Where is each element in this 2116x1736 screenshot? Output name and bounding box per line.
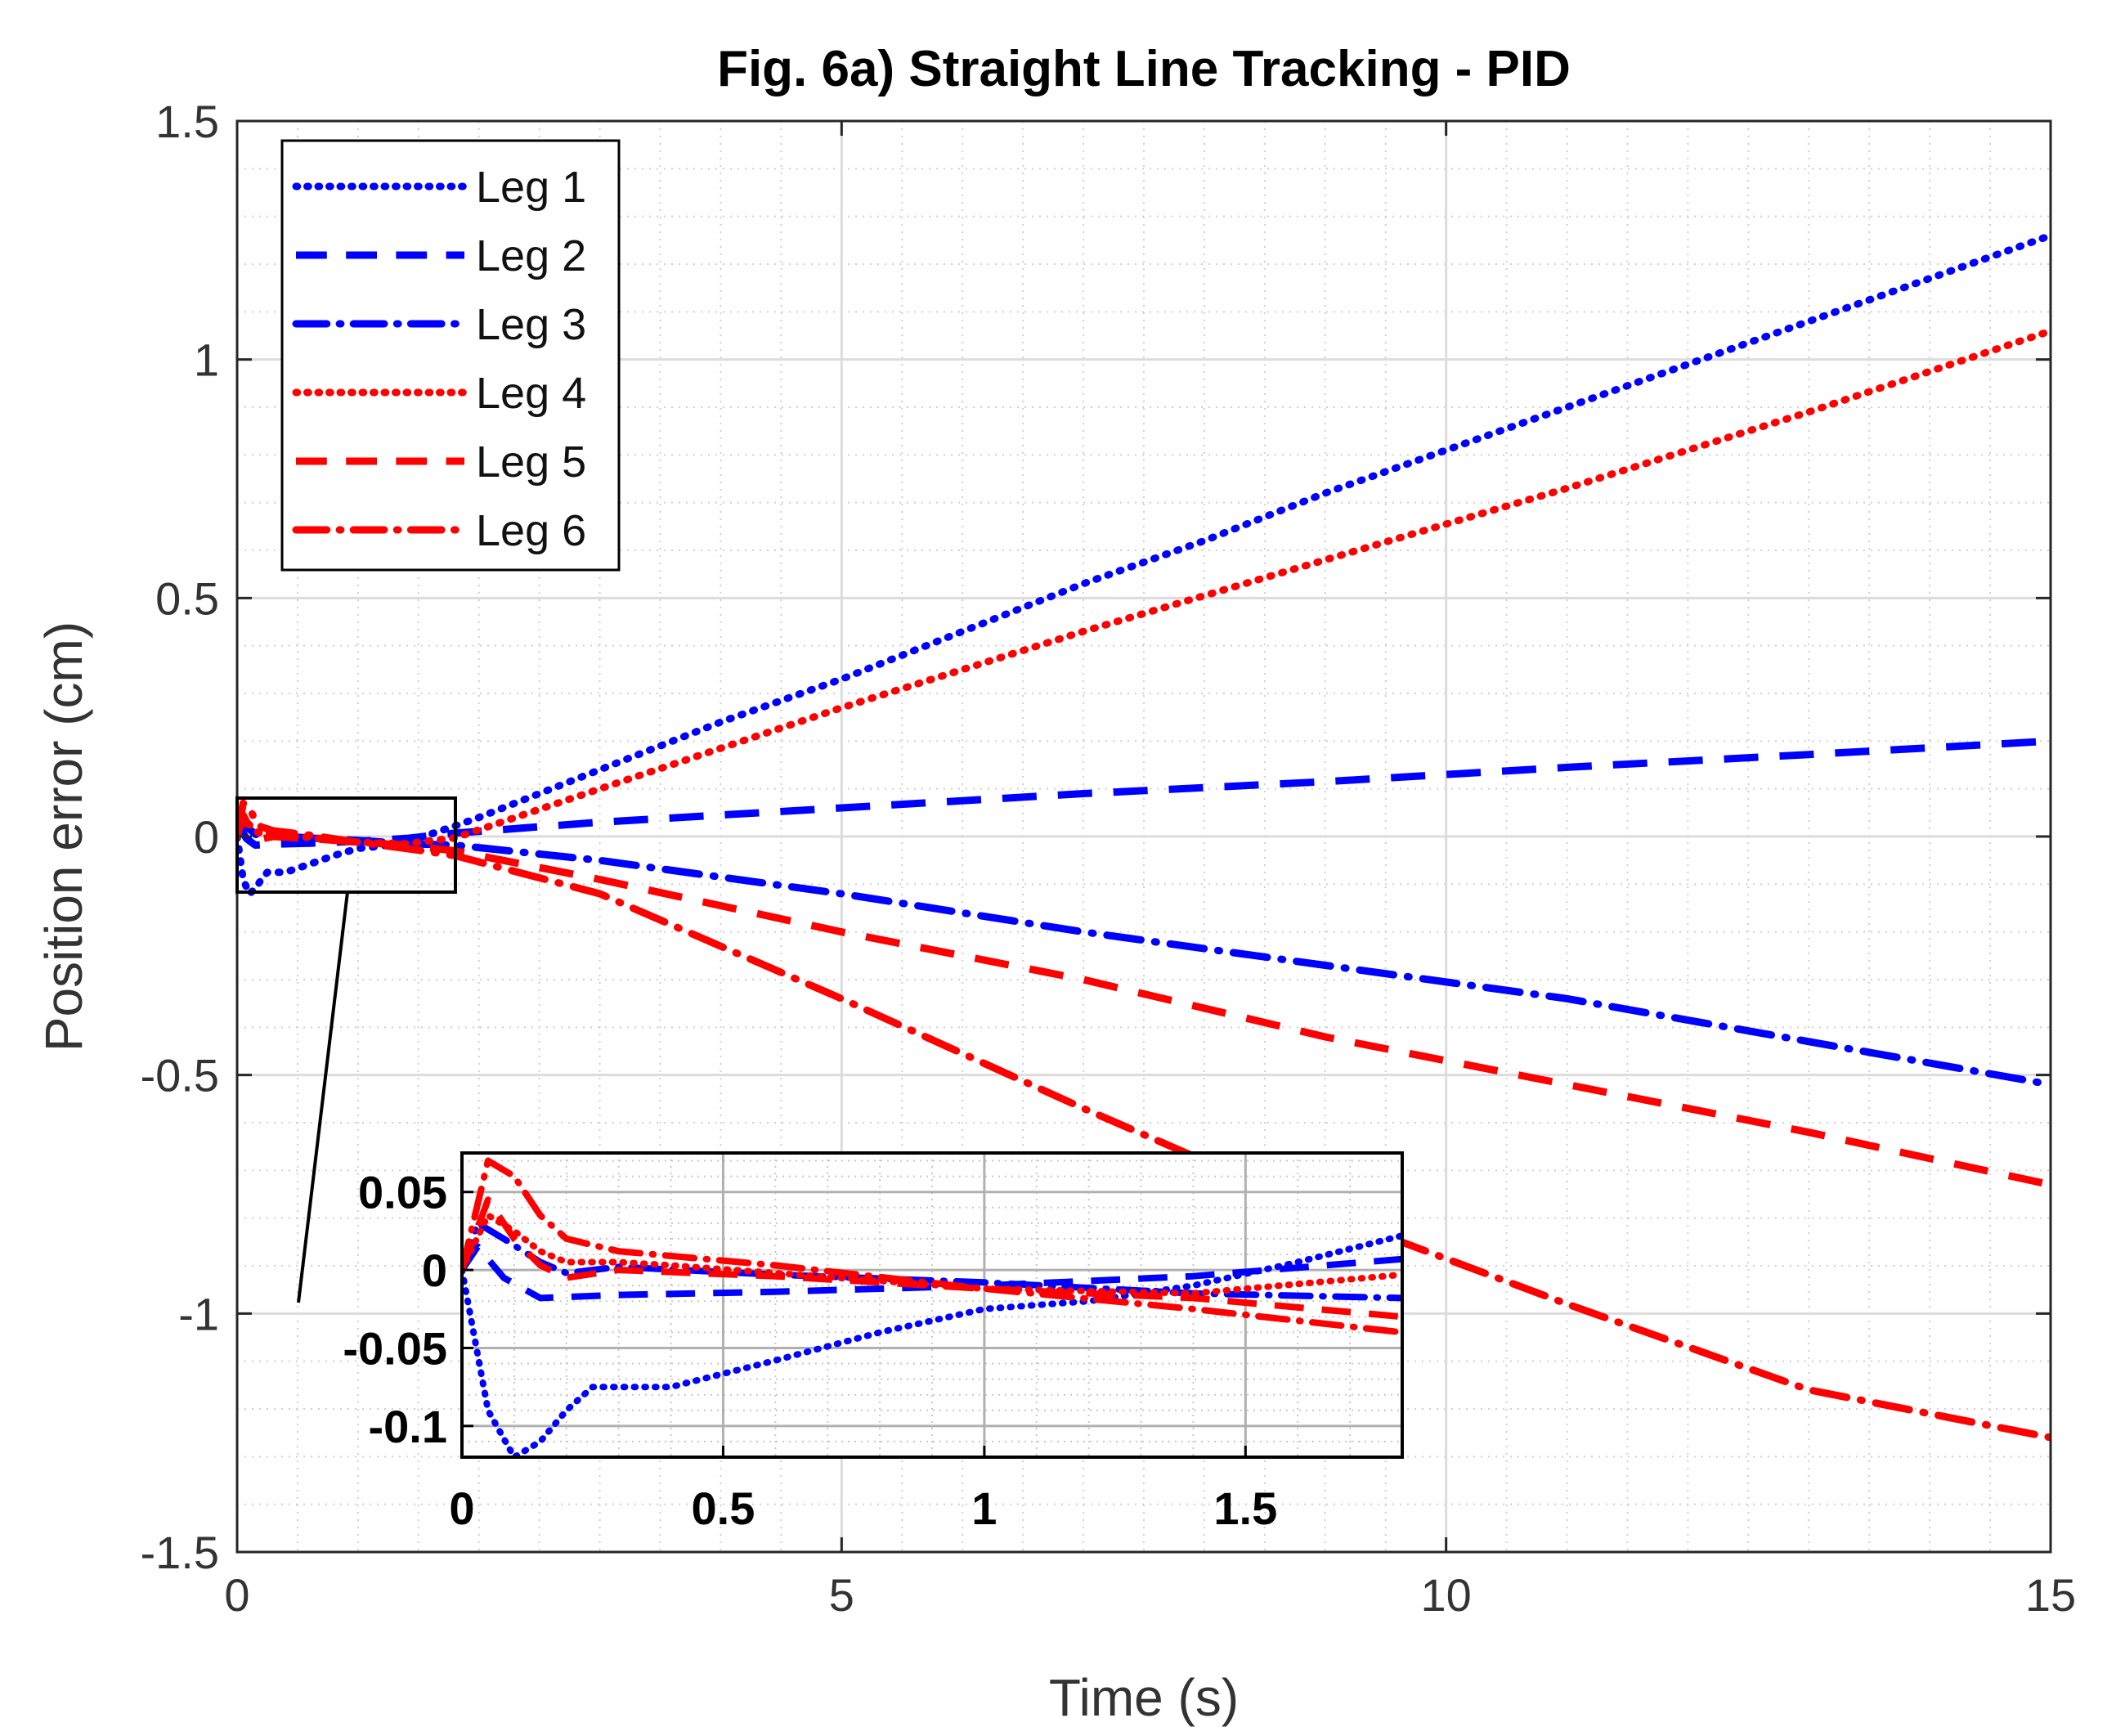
inset-y-tick-label: -0.05 [343,1322,447,1374]
legend-label-leg-3: Leg 3 [476,300,586,349]
plot-series [237,231,2051,1442]
x-tick-label: 0 [224,1569,249,1621]
inset-y-tick-label: -0.1 [369,1401,448,1452]
inset-x-tick-labels: 0 0.5 1 1.5 [449,1483,1277,1534]
y-tick-label: 1 [194,334,219,386]
y-tick-label: 0 [194,811,219,863]
legend-label-leg-5: Leg 5 [476,437,586,487]
zoom-connector-line [297,891,349,1303]
legend: Leg 1 Leg 2 Leg 3 Leg 4 Leg 5 Leg 6 [280,139,621,572]
legend-label-leg-4: Leg 4 [476,369,586,418]
inset-axis-ticks [460,1191,1247,1457]
y-tick-label: 0.5 [155,572,219,624]
inset-series-line-leg-3 [462,1219,1402,1302]
y-tick-label: -1.5 [141,1527,220,1578]
inset-series-line-leg-6 [462,1157,1402,1336]
chart-title: Fig. 6a) Straight Line Tracking - PID [717,41,1571,97]
inset-y-tick-label: 0.05 [358,1167,447,1218]
inset-frame [460,1151,1404,1459]
inset-y-tick-labels: 0.05 0 -0.05 -0.1 [343,1167,447,1452]
y-axis-label: Position error (cm) [34,621,93,1052]
legend-label-leg-1: Leg 1 [476,163,586,212]
inset-series-line-leg-2 [462,1243,1402,1302]
inset-x-tick-label: 0 [449,1483,474,1534]
axis-ticks [235,119,2052,1554]
x-tick-label: 10 [1421,1569,1472,1621]
legend-items: Leg 1 Leg 2 Leg 3 Leg 4 Leg 5 Leg 6 [292,163,586,555]
series-line-leg-3 [237,819,2051,1088]
x-tick-label: 5 [829,1569,854,1621]
legend-label-leg-6: Leg 6 [476,506,586,555]
inset-y-tick-label: 0 [422,1245,447,1296]
x-tick-label: 15 [2025,1569,2076,1621]
y-tick-labels: 1.5 1 0.5 0 -0.5 -1 -1.5 [141,96,220,1578]
inset-series-line-leg-5 [462,1196,1402,1321]
x-tick-labels: 0 5 10 15 [224,1569,2076,1621]
legend-box [280,139,621,572]
series-line-leg-2 [237,737,2051,849]
inset-x-tick-label: 0.5 [692,1483,755,1534]
y-tick-label: -0.5 [141,1050,220,1101]
y-tick-label: 1.5 [155,96,219,147]
inset-x-tick-label: 1 [971,1483,997,1534]
y-tick-label: -1 [178,1288,219,1339]
inset-x-tick-label: 1.5 [1213,1483,1277,1534]
series-line-leg-6 [237,799,2051,1442]
inset-series [462,1157,1402,1457]
x-axis-label: Time (s) [1049,1668,1239,1727]
legend-label-leg-2: Leg 2 [476,231,586,280]
